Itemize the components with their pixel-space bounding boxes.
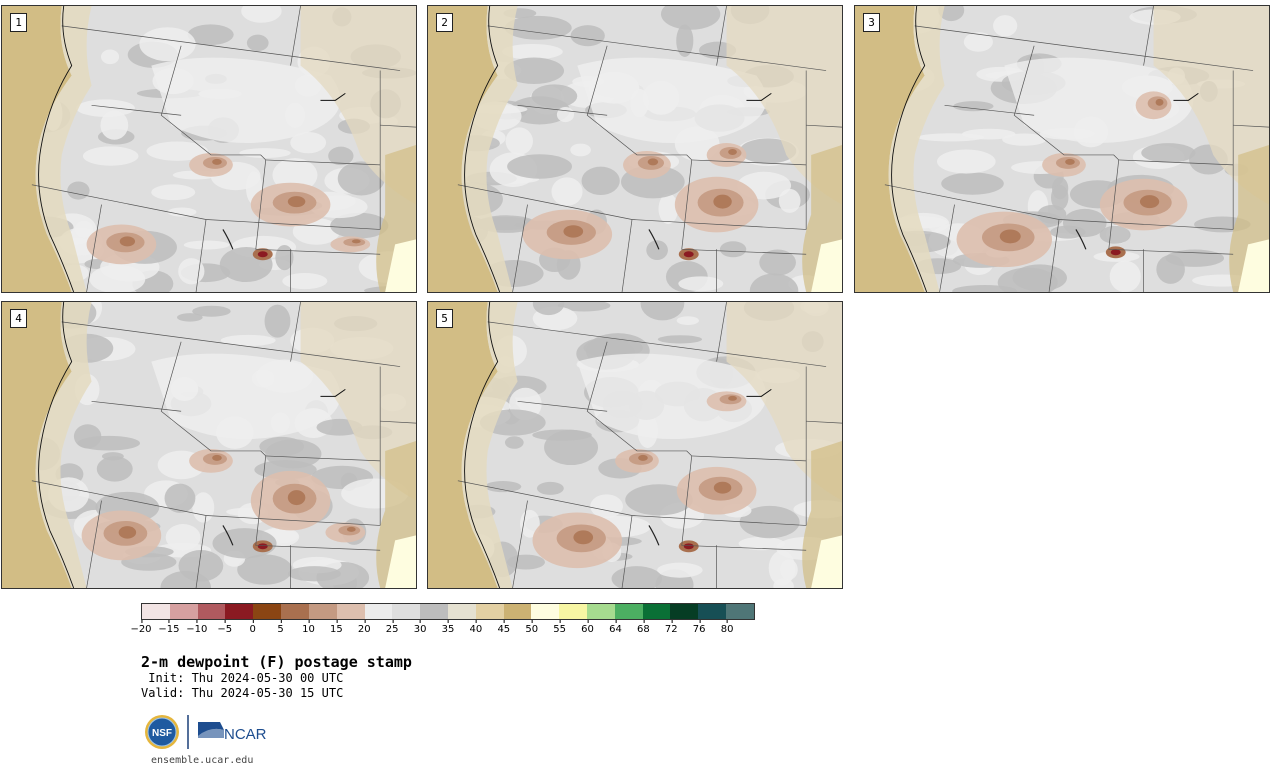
colorbar-tick-label: 72 bbox=[664, 620, 678, 635]
postage-stamp-panel-3[interactable]: 3 bbox=[854, 5, 1270, 293]
panel-number-label: 4 bbox=[10, 309, 27, 328]
colorbar-tick-label: 45 bbox=[497, 620, 511, 635]
colorbar-tick-label: −5 bbox=[217, 620, 233, 635]
panel-number-label: 1 bbox=[10, 13, 27, 32]
colorbar-tick-label: 35 bbox=[441, 620, 455, 635]
colorbar-segment bbox=[364, 604, 393, 619]
colorbar-segment bbox=[614, 604, 643, 619]
postage-stamp-panel-1[interactable]: 1 bbox=[1, 5, 417, 293]
colorbar-tick-label: 30 bbox=[413, 620, 427, 635]
postage-stamp-panel-5[interactable]: 5 bbox=[427, 301, 843, 589]
colorbar-tick-label: 40 bbox=[469, 620, 483, 635]
member-4-dewpoint-map bbox=[2, 302, 416, 588]
colorbar-segment bbox=[642, 604, 671, 619]
colorbar-segment bbox=[698, 604, 727, 619]
colorbar-tick-label: 64 bbox=[609, 620, 622, 635]
colorbar-tick-label: −20 bbox=[130, 620, 152, 635]
colorbar-tick-label: −10 bbox=[186, 620, 208, 635]
panel-number-label: 3 bbox=[863, 13, 880, 32]
member-3-dewpoint-map bbox=[855, 6, 1269, 292]
colorbar-segment bbox=[531, 604, 560, 619]
colorbar-tick-label: 5 bbox=[277, 620, 284, 635]
colorbar-tick-label: 50 bbox=[525, 620, 539, 635]
colorbar-segment bbox=[503, 604, 532, 619]
colorbar-tick-label: 55 bbox=[553, 620, 566, 635]
panel-number-label: 5 bbox=[436, 309, 453, 328]
nsf-logo-text: NSF bbox=[152, 728, 172, 739]
member-5-dewpoint-map bbox=[428, 302, 842, 588]
colorbar-segment bbox=[336, 604, 365, 619]
colorbar-segment bbox=[169, 604, 198, 619]
colorbar-tick-label: 0 bbox=[249, 620, 256, 635]
colorbar-segment bbox=[281, 604, 309, 619]
figure-title: 2-m dewpoint (F) postage stamp bbox=[141, 653, 412, 671]
colorbar-segment bbox=[420, 604, 448, 619]
colorbar-segment bbox=[587, 604, 615, 619]
sponsor-logos: NSF NCAR bbox=[144, 712, 274, 752]
colorbar-tick-label: 80 bbox=[720, 620, 734, 635]
colorbar-tick-labels: −20 −15 −10 −5 0 5 10 15 20 25 30 35 40 45 50 55 60 64 68 7… bbox=[130, 620, 755, 636]
colorbar-segment bbox=[253, 604, 282, 619]
member-2-dewpoint-map bbox=[428, 6, 842, 292]
colorbar-segment bbox=[225, 604, 254, 619]
nsf-logo: NSF bbox=[145, 715, 179, 749]
colorbar-segment bbox=[726, 604, 754, 619]
colorbar-segment bbox=[559, 604, 587, 619]
colorbar-segment bbox=[670, 604, 699, 619]
colorbar-tick-label: 25 bbox=[385, 620, 399, 635]
website-url: ensemble.ucar.edu bbox=[151, 755, 254, 766]
colorbar-segment bbox=[142, 604, 170, 619]
ncar-logo: NCAR bbox=[198, 722, 267, 743]
valid-time: Valid: Thu 2024-05-30 15 UTC bbox=[141, 686, 344, 700]
colorbar-tick-label: 76 bbox=[692, 620, 706, 635]
colorbar-tick-label: 60 bbox=[581, 620, 594, 635]
postage-stamp-panel-2[interactable]: 2 bbox=[427, 5, 843, 293]
ncar-logo-text: NCAR bbox=[224, 726, 267, 743]
colorbar-tick-label: 10 bbox=[302, 620, 315, 635]
colorbar-tick-label: −15 bbox=[158, 620, 180, 635]
colorbar-tick-label: 68 bbox=[636, 620, 650, 635]
colorbar-tick-label: 15 bbox=[329, 620, 343, 635]
colorbar-segment bbox=[197, 604, 226, 619]
colorbar-segment bbox=[392, 604, 421, 619]
colorbar-segment bbox=[308, 604, 337, 619]
colorbar-segment bbox=[447, 604, 476, 619]
postage-stamp-panel-4[interactable]: 4 bbox=[1, 301, 417, 589]
colorbar-segment bbox=[475, 604, 504, 619]
member-1-dewpoint-map bbox=[2, 6, 416, 292]
panel-number-label: 2 bbox=[436, 13, 453, 32]
init-time: Init: Thu 2024-05-30 00 UTC bbox=[141, 671, 344, 685]
dewpoint-colorbar bbox=[141, 603, 755, 620]
colorbar-tick-label: 20 bbox=[357, 620, 371, 635]
